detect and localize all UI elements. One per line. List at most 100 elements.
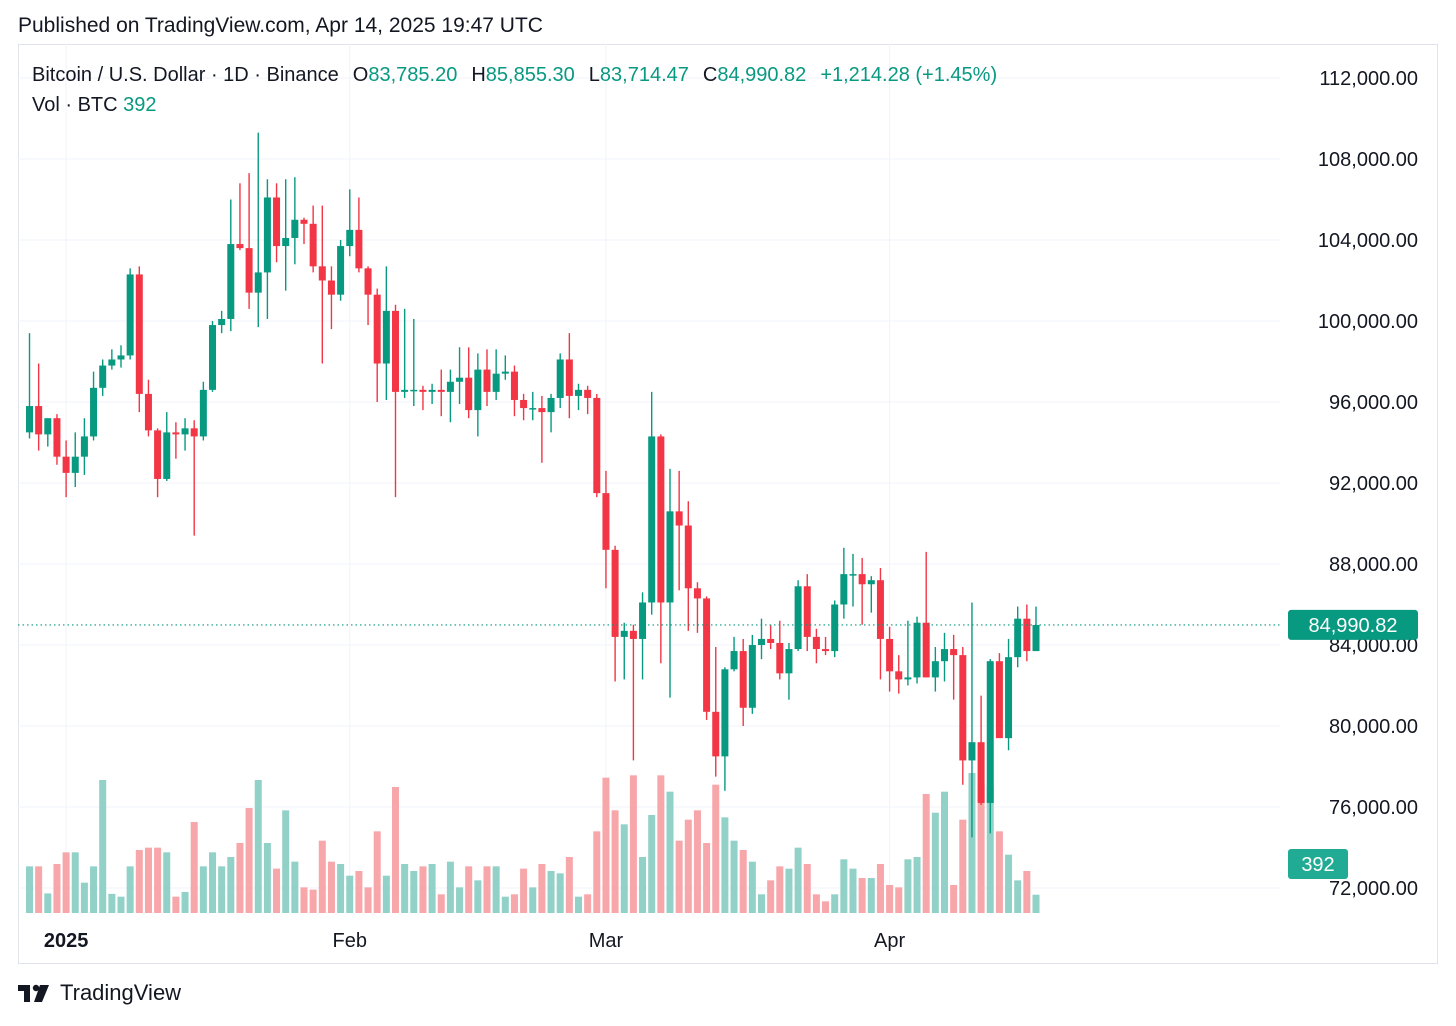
candle-body: [703, 598, 711, 712]
volume-bar: [273, 868, 281, 913]
candle-body: [382, 310, 390, 364]
candle: [812, 628, 820, 664]
time-tick-label: Apr: [874, 930, 905, 952]
candle: [538, 395, 546, 463]
candle-body: [483, 369, 491, 392]
candle-body: [456, 377, 464, 382]
brand-name[interactable]: TradingView: [60, 980, 182, 1005]
candle: [355, 197, 363, 273]
candle: [108, 349, 116, 370]
candle-body: [547, 397, 555, 413]
candle: [419, 385, 427, 411]
candle-body: [657, 436, 665, 603]
candle-body: [593, 397, 601, 494]
volume-bar: [620, 824, 628, 913]
candle-body: [758, 638, 765, 645]
candle: [227, 199, 235, 332]
price-tick-label: 92,000.00: [1329, 473, 1418, 495]
candle: [977, 695, 985, 805]
candle-body: [117, 355, 125, 360]
candlesticks: [26, 132, 1040, 838]
candle: [62, 440, 70, 498]
volume-bar: [886, 885, 894, 913]
candle-body: [318, 266, 326, 281]
volume-bar: [254, 780, 262, 913]
candle-body: [254, 272, 262, 293]
volume-label: Vol · BTC: [32, 94, 118, 116]
candle: [584, 385, 592, 415]
candle: [117, 345, 125, 368]
volume-bar: [977, 784, 985, 913]
volume-bar: [812, 894, 820, 913]
close-label: C: [702, 64, 718, 86]
candle: [675, 470, 683, 591]
candle: [1005, 638, 1013, 751]
candle: [849, 553, 857, 607]
volume-bar: [968, 773, 976, 913]
candle: [840, 547, 848, 619]
candle: [858, 557, 866, 625]
candle-body: [922, 622, 930, 678]
candle-body: [629, 630, 637, 639]
volume-bar: [327, 861, 335, 913]
symbol-label: Bitcoin / U.S. Dollar · 1D · Binance: [32, 64, 339, 86]
candle-body: [666, 511, 674, 603]
candle-body: [273, 197, 281, 247]
candle-body: [227, 244, 235, 319]
volume-bar: [446, 861, 454, 913]
volume-bar: [163, 852, 171, 913]
candle: [474, 353, 482, 437]
volume-bar: [941, 791, 948, 913]
price-tick-label: 76,000.00: [1329, 797, 1418, 819]
volume-bar: [876, 864, 884, 913]
volume-bar: [721, 817, 729, 913]
volume-bar: [602, 777, 610, 913]
candle-body: [840, 574, 848, 605]
open-value: 83,785.20: [368, 64, 458, 86]
candle-body: [950, 649, 958, 656]
volume-bar: [538, 864, 546, 913]
volume-bar: [355, 871, 363, 913]
volume-bar: [575, 896, 582, 913]
volume-bar: [822, 901, 830, 913]
volume-bar: [748, 861, 756, 913]
candle: [794, 580, 802, 652]
last-volume-badge: [1288, 849, 1348, 879]
volume-bar: [172, 896, 180, 913]
volume-bar: [35, 866, 43, 913]
candle: [135, 266, 143, 413]
candle: [611, 545, 619, 682]
candle-body: [675, 511, 683, 526]
candle: [1032, 606, 1040, 652]
candle-body: [712, 711, 720, 757]
candle-body: [181, 428, 189, 435]
volume-bar: [849, 868, 857, 913]
volume-bar: [263, 843, 271, 913]
candle-body: [776, 642, 784, 674]
volume-bar: [26, 866, 33, 913]
price-tick-label: 88,000.00: [1329, 554, 1418, 576]
volume-bar: [730, 840, 738, 913]
volume-bar: [181, 892, 189, 913]
candle-body: [35, 406, 43, 435]
volume-bar: [675, 840, 683, 913]
volume-bar: [501, 896, 509, 913]
candle: [346, 189, 354, 257]
candle-body: [428, 389, 436, 392]
candle-body: [913, 622, 921, 678]
candle: [510, 365, 518, 417]
candle: [401, 308, 409, 398]
candle: [629, 624, 637, 761]
tradingview-logo-icon[interactable]: [18, 983, 54, 1003]
candle-body: [190, 428, 198, 437]
candle: [364, 266, 372, 326]
candle: [236, 183, 244, 251]
volume-bar: [483, 866, 491, 913]
candle: [904, 620, 912, 686]
low-value: 83,714.47: [599, 64, 689, 86]
candle: [53, 414, 61, 465]
volume-bar: [492, 866, 500, 913]
price-chart[interactable]: 112,000.00 108,000.00 104,000.00 100,000.00…: [18, 44, 1438, 964]
candle: [392, 304, 399, 498]
candle: [1014, 606, 1022, 668]
